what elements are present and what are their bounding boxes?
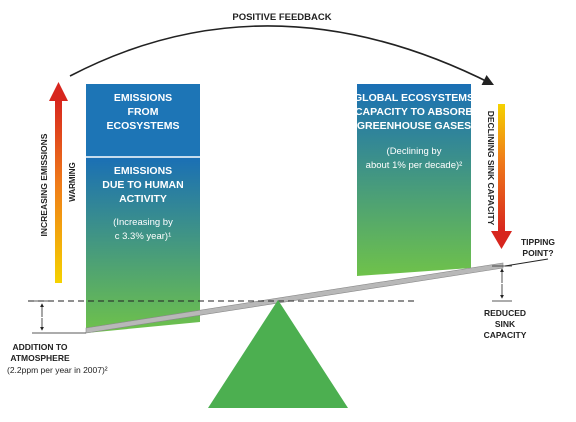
fulcrum-triangle bbox=[208, 300, 348, 408]
increasing-emissions-label: INCREASING EMISSIONS bbox=[39, 133, 49, 236]
addition-label-line1: ADDITION TO bbox=[12, 342, 67, 352]
tipping-label-line1: TIPPING bbox=[521, 237, 555, 247]
reduced-label-line1: REDUCED bbox=[484, 308, 526, 318]
addition-label-line3: (2.2ppm per year in 2007)² bbox=[7, 365, 108, 375]
reduced-label-line2: SINK bbox=[495, 319, 516, 329]
tipping-label-line2: POINT? bbox=[522, 248, 553, 258]
declining-sink-label: DECLINING SINK CAPACITY bbox=[486, 111, 496, 226]
addition-label-line2: ATMOSPHERE bbox=[10, 353, 70, 363]
feedback-label-bg bbox=[228, 10, 336, 23]
feedback-arc bbox=[69, 25, 495, 86]
absorb-title-line1: GLOBAL ECOSYSTEMS bbox=[354, 92, 474, 104]
balance-beam bbox=[85, 262, 504, 334]
increasing-emissions-arrow-head bbox=[49, 82, 68, 101]
absorb-title-line3: GREENHOUSE GASES bbox=[357, 120, 471, 132]
absorb-note-line1: (Declining by bbox=[387, 146, 442, 157]
human-activity-note-line1: (Increasing by bbox=[113, 217, 173, 228]
reduced-label-line3: CAPACITY bbox=[484, 330, 527, 340]
emissions-human-activity-box bbox=[86, 157, 200, 333]
declining-sink-arrow-head bbox=[491, 231, 512, 249]
absorb-note-line2: about 1% per decade)² bbox=[366, 160, 463, 171]
warming-label: WARMING bbox=[68, 162, 77, 202]
human-activity-title-line3: ACTIVITY bbox=[119, 193, 167, 205]
ecosystems-title-line3: ECOSYSTEMS bbox=[107, 120, 180, 132]
human-activity-title-line1: EMISSIONS bbox=[114, 165, 172, 177]
absorb-capacity-box bbox=[357, 84, 471, 276]
declining-sink-shaft bbox=[498, 104, 505, 232]
emissions-from-ecosystems-box bbox=[86, 84, 200, 157]
tipping-line bbox=[504, 258, 549, 267]
ecosystems-title-line2: FROM bbox=[128, 106, 159, 118]
feedback-label: POSITIVE FEEDBACK bbox=[232, 12, 331, 23]
increasing-emissions-shaft bbox=[55, 100, 62, 283]
ecosystems-title-line1: EMISSIONS bbox=[114, 92, 172, 104]
human-activity-title-line2: DUE TO HUMAN bbox=[102, 179, 183, 191]
human-activity-note-line2: c 3.3% year)¹ bbox=[115, 231, 172, 242]
absorb-title-line2: CAPACITY TO ABSORB bbox=[355, 106, 473, 118]
